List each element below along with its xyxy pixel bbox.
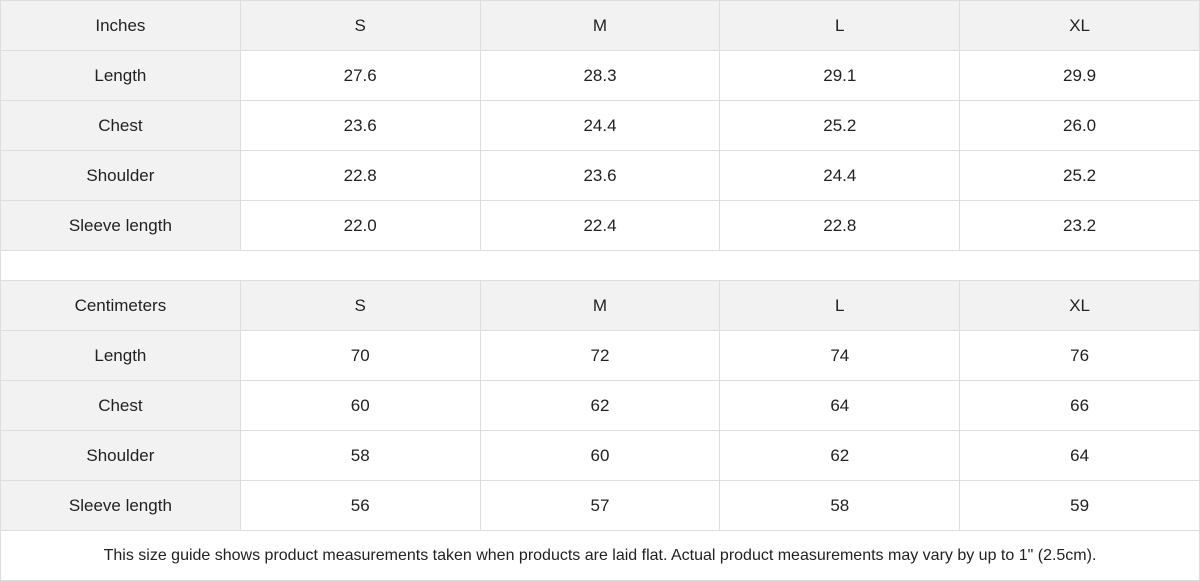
measurement-cell: 22.0 — [239, 200, 481, 251]
measurement-cell: 22.8 — [719, 200, 961, 251]
table-spacer — [0, 251, 1200, 280]
row-label: Chest — [0, 380, 241, 431]
row-label: Shoulder — [0, 150, 241, 201]
measurement-cell: 62 — [479, 380, 721, 431]
measurement-cell: 26.0 — [959, 100, 1200, 151]
size-header: XL — [959, 0, 1200, 51]
table-row: Chest 23.6 24.4 25.2 26.0 — [0, 100, 1200, 151]
measurement-cell: 57 — [479, 480, 721, 531]
header-row: Centimeters S M L XL — [0, 280, 1200, 331]
measurement-cell: 76 — [959, 330, 1200, 381]
measurement-cell: 23.6 — [479, 150, 721, 201]
measurement-cell: 72 — [479, 330, 721, 381]
measurement-cell: 64 — [959, 430, 1200, 481]
measurement-cell: 59 — [959, 480, 1200, 531]
measurement-cell: 74 — [719, 330, 961, 381]
measurement-cell: 58 — [719, 480, 961, 531]
row-label: Sleeve length — [0, 480, 241, 531]
row-label: Chest — [0, 100, 241, 151]
measurement-cell: 25.2 — [959, 150, 1200, 201]
size-header: S — [239, 0, 481, 51]
measurement-cell: 23.2 — [959, 200, 1200, 251]
size-table-centimeters: Centimeters S M L XL Length 70 72 74 76 Chest 60 62 6… — [0, 280, 1200, 531]
table-row: Shoulder 58 60 62 64 — [0, 430, 1200, 481]
measurement-cell: 60 — [479, 430, 721, 481]
table-row: Length 27.6 28.3 29.1 29.9 — [0, 50, 1200, 101]
unit-header: Inches — [0, 0, 241, 51]
measurement-cell: 28.3 — [479, 50, 721, 101]
table-row: Chest 60 62 64 66 — [0, 380, 1200, 431]
measurement-cell: 24.4 — [479, 100, 721, 151]
table-row: Shoulder 22.8 23.6 24.4 25.2 — [0, 150, 1200, 201]
measurement-cell: 70 — [239, 330, 481, 381]
measurement-cell: 62 — [719, 430, 961, 481]
measurement-cell: 56 — [239, 480, 481, 531]
measurement-cell: 29.9 — [959, 50, 1200, 101]
measurement-cell: 60 — [239, 380, 481, 431]
size-header: S — [239, 280, 481, 331]
size-header: L — [719, 0, 961, 51]
size-header: M — [479, 280, 721, 331]
size-header: XL — [959, 280, 1200, 331]
row-label: Length — [0, 50, 241, 101]
measurement-cell: 27.6 — [239, 50, 481, 101]
header-row: Inches S M L XL — [0, 0, 1200, 51]
row-label: Shoulder — [0, 430, 241, 481]
size-header: M — [479, 0, 721, 51]
row-label: Length — [0, 330, 241, 381]
measurement-cell: 24.4 — [719, 150, 961, 201]
measurement-cell: 29.1 — [719, 50, 961, 101]
table-row: Sleeve length 22.0 22.4 22.8 23.2 — [0, 200, 1200, 251]
measurement-cell: 22.4 — [479, 200, 721, 251]
measurement-cell: 22.8 — [239, 150, 481, 201]
size-guide-note: This size guide shows product measuremen… — [0, 531, 1200, 581]
table-row: Sleeve length 56 57 58 59 — [0, 480, 1200, 531]
measurement-cell: 25.2 — [719, 100, 961, 151]
measurement-cell: 66 — [959, 380, 1200, 431]
measurement-cell: 23.6 — [239, 100, 481, 151]
size-table-inches: Inches S M L XL Length 27.6 28.3 29.1 29.9 Chest 23… — [0, 0, 1200, 251]
size-header: L — [719, 280, 961, 331]
measurement-cell: 64 — [719, 380, 961, 431]
measurement-cell: 58 — [239, 430, 481, 481]
table-row: Length 70 72 74 76 — [0, 330, 1200, 381]
unit-header: Centimeters — [0, 280, 241, 331]
row-label: Sleeve length — [0, 200, 241, 251]
